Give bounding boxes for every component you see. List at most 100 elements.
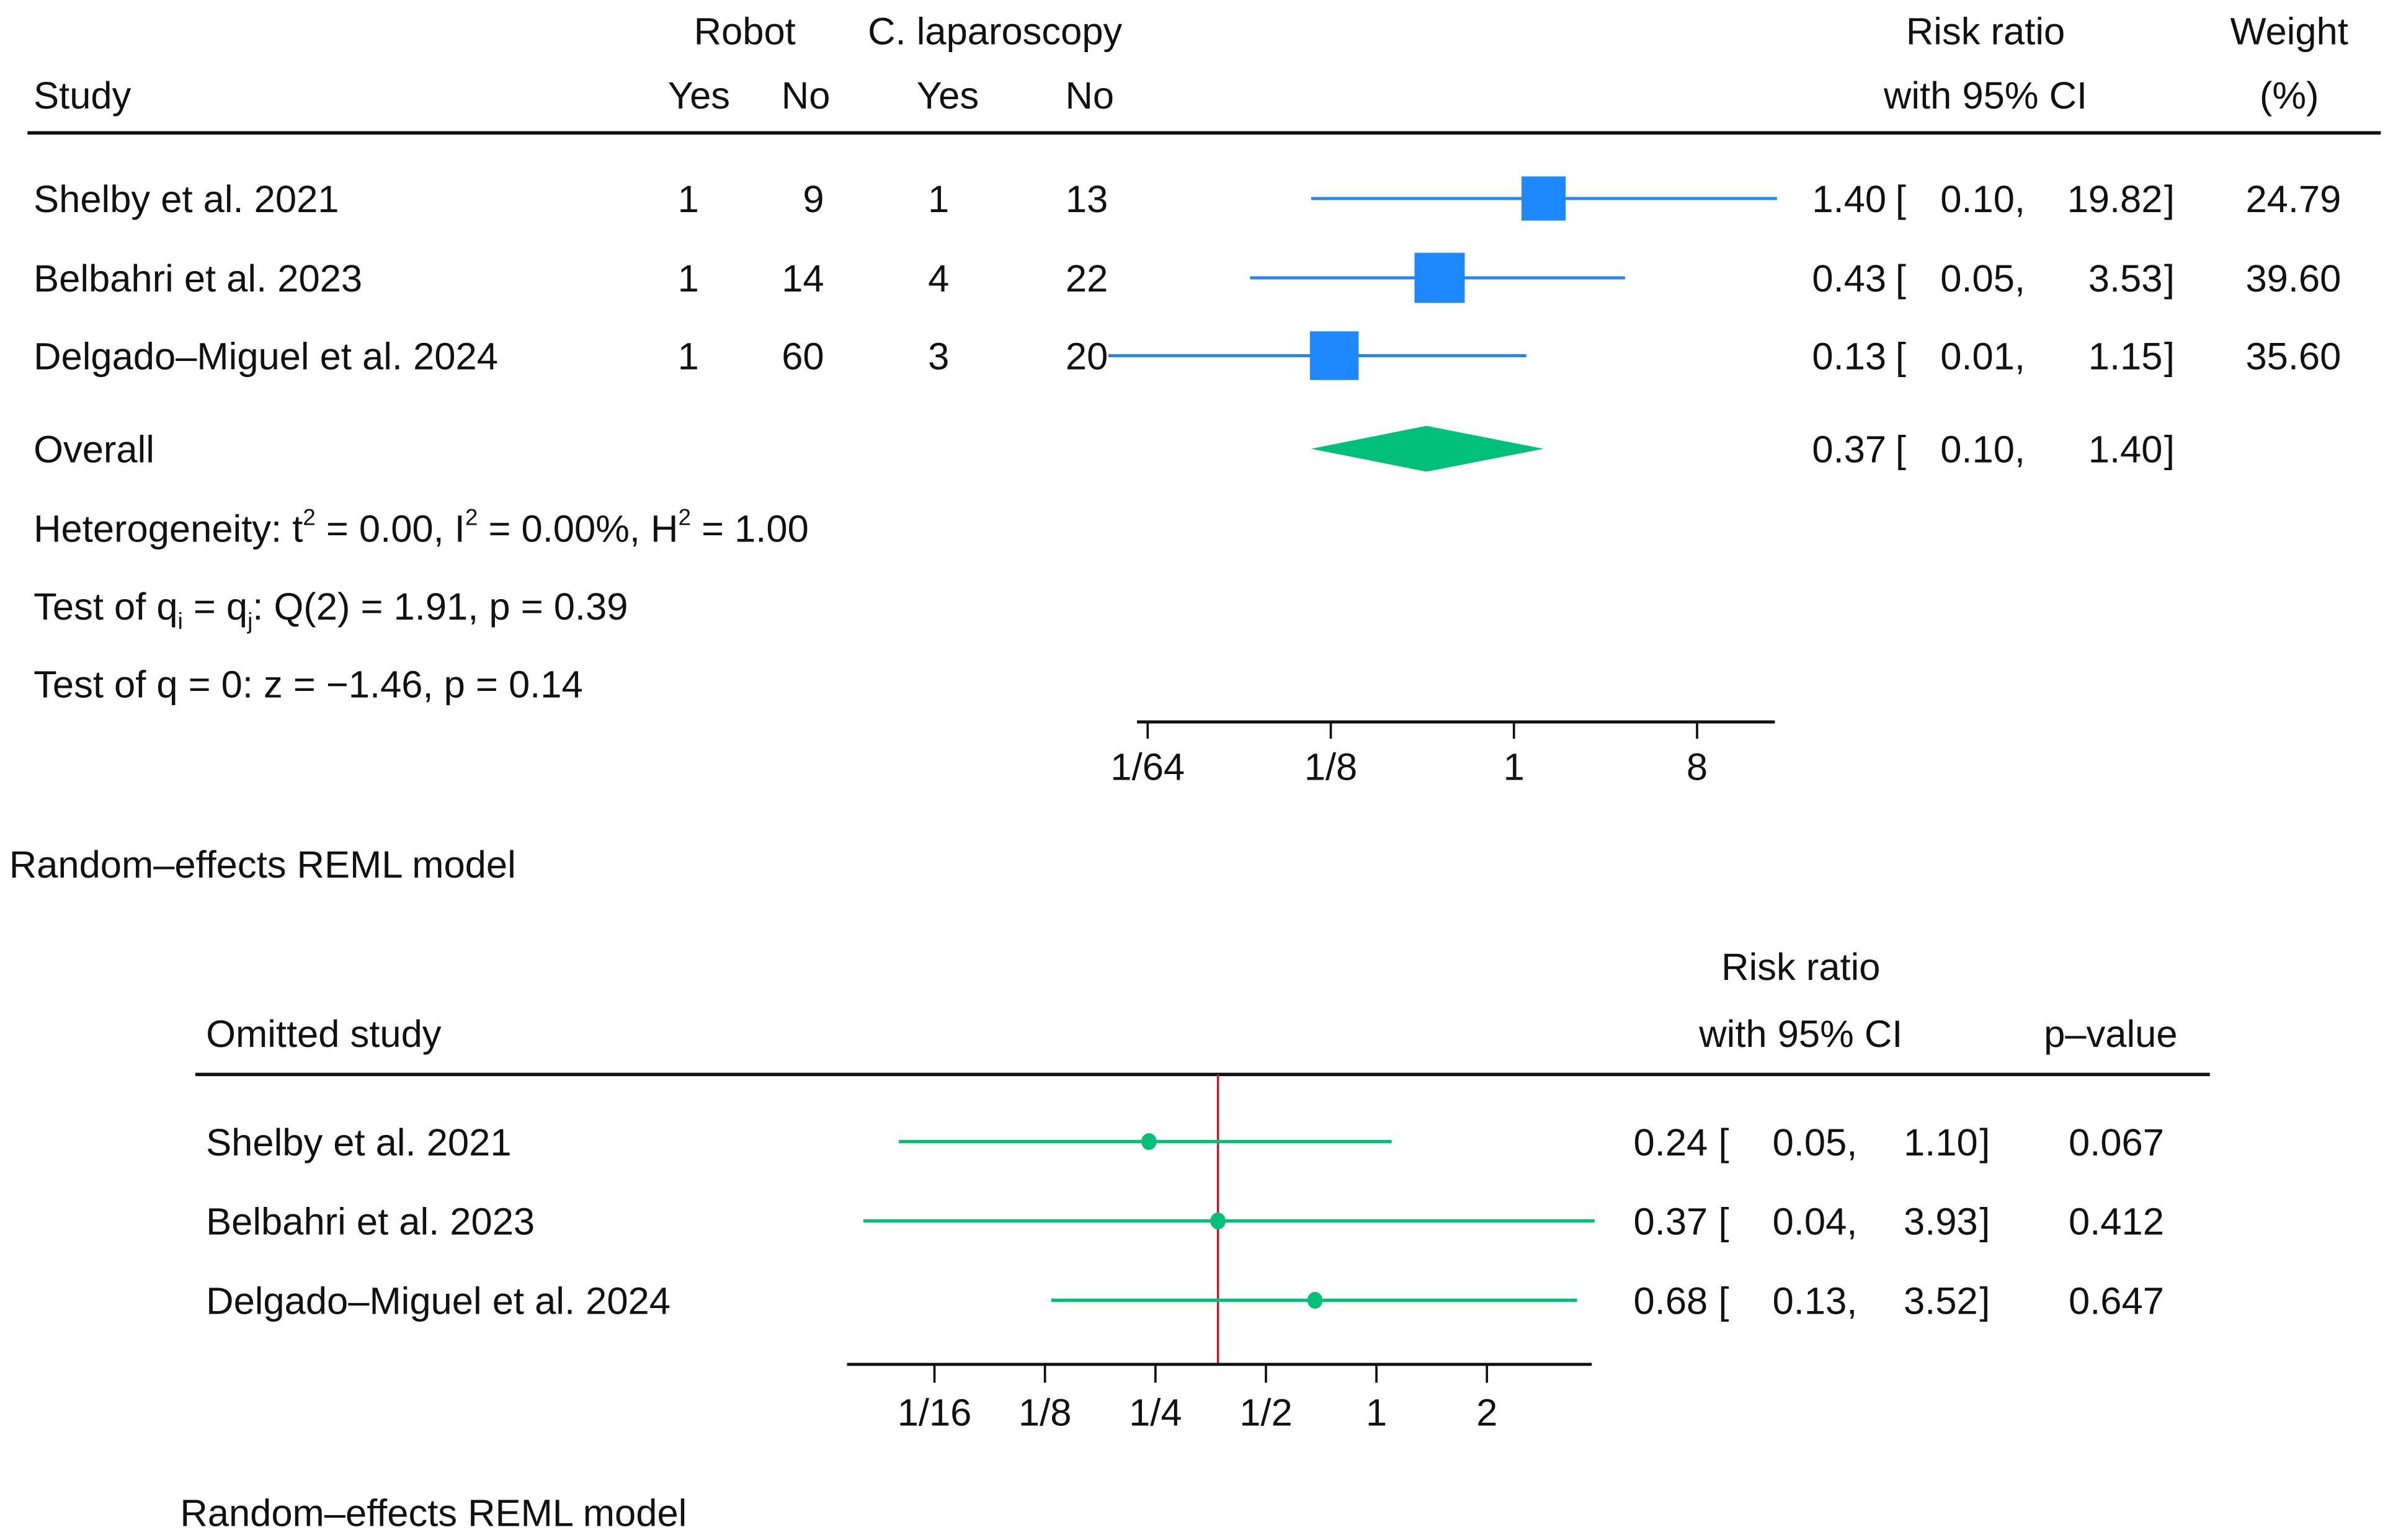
- axis-tick-label: 1/16: [898, 1391, 972, 1434]
- effect-point: [1141, 1133, 1157, 1151]
- risk-ratio-value: 0.37: [1634, 1201, 1708, 1244]
- bracket-close: ]: [2164, 178, 2175, 221]
- forest-header: Robot C. laparoscopy Study Yes No Yes No…: [27, 11, 2381, 135]
- omitted-study-name: Delgado–Miguel et al. 2024: [206, 1280, 671, 1323]
- bracket-open: [: [1718, 1280, 1729, 1323]
- header-robot: Robot: [694, 11, 796, 53]
- ci-upper-value: 19.82: [2067, 178, 2163, 221]
- model-note-top: Random–effects REML model: [9, 843, 516, 886]
- overall-ci-lower: 0.10,: [1940, 429, 2025, 471]
- ci-upper-value: 1.10: [1904, 1121, 1978, 1164]
- axis-tick-label: 1/8: [1018, 1391, 1072, 1434]
- loo-header-pvalue: p–value: [2044, 1013, 2177, 1056]
- clap-no-count: 13: [1066, 178, 1108, 221]
- bracket-close: ]: [2164, 257, 2175, 300]
- bracket-open: [: [1896, 336, 1906, 378]
- study-row: Delgado–Miguel et al. 2024 1 60 3 20 0.13[0.0…: [33, 331, 2341, 380]
- heterogeneity-stats: Heterogeneity: t2 = 0.00, I2 = 0.00%, H2…: [33, 505, 809, 706]
- robot-no-count: 14: [782, 257, 824, 300]
- effect-square: [1309, 331, 1359, 380]
- clap-yes-count: 4: [928, 257, 949, 300]
- risk-ratio-value: 0.43: [1812, 257, 1886, 300]
- overall-ci-upper: 1.40: [2088, 429, 2163, 471]
- p-value: 0.412: [2069, 1201, 2164, 1244]
- overall-label: Overall: [33, 429, 154, 471]
- robot-no-count: 9: [803, 178, 824, 221]
- ci-lower-value: 0.05,: [1940, 257, 2025, 300]
- header-weight: Weight: [2230, 11, 2348, 53]
- axis-tick-label: 1: [1366, 1391, 1387, 1434]
- ci-lower-value: 0.01,: [1940, 336, 2025, 378]
- header-omitted-study: Omitted study: [206, 1013, 442, 1056]
- study-name: Belbahri et al. 2023: [33, 257, 362, 300]
- loo-row: Belbahri et al. 2023 0.37[0.04, 3.93] 0.412: [206, 1201, 2164, 1244]
- loo-header: Omitted study Risk ratio with 95% CI p–v…: [195, 946, 2210, 1077]
- axis-tick-label: 8: [1687, 746, 1708, 788]
- header-clap-yes: Yes: [917, 74, 979, 117]
- robot-yes-count: 1: [678, 178, 699, 221]
- model-note-bottom: Random–effects REML model: [180, 1492, 687, 1535]
- effect-square: [1414, 252, 1465, 303]
- forest-x-axis: 1/64 1/8 1 8: [1110, 720, 1775, 788]
- header-study: Study: [33, 74, 131, 117]
- weight-value: 39.60: [2245, 257, 2341, 300]
- ci-lower-value: 0.13,: [1773, 1280, 1858, 1323]
- robot-yes-count: 1: [678, 257, 699, 300]
- omitted-study-name: Belbahri et al. 2023: [206, 1201, 535, 1244]
- bracket-open: [: [1718, 1201, 1729, 1244]
- effect-point: [1307, 1291, 1323, 1309]
- header-c-laparoscopy: C. laparoscopy: [868, 11, 1122, 53]
- axis-tick-label: 1/2: [1239, 1391, 1293, 1434]
- axis-tick-label: 1: [1504, 746, 1525, 788]
- overall-diamond: [1311, 425, 1544, 472]
- weight-value: 24.79: [2245, 178, 2341, 221]
- loo-header-risk-ratio: Risk ratio: [1721, 946, 1880, 989]
- axis-tick-label: 1/8: [1304, 746, 1358, 788]
- p-value: 0.647: [2069, 1280, 2164, 1323]
- risk-ratio-value: 1.40: [1812, 178, 1886, 221]
- omitted-study-name: Shelby et al. 2021: [206, 1121, 511, 1164]
- header-robot-no: No: [782, 74, 831, 117]
- ci-lower-value: 0.10,: [1940, 178, 2025, 221]
- clap-yes-count: 3: [928, 336, 949, 378]
- bracket-close: ]: [1979, 1201, 1990, 1244]
- risk-ratio-value: 0.24: [1634, 1121, 1708, 1164]
- bracket-close: ]: [2164, 336, 2175, 378]
- forest-rows: Shelby et al. 2021 1 9 1 13 1.40[0.10, 19.82] 2…: [33, 176, 2341, 380]
- loo-rows: Shelby et al. 2021 0.24[0.05, 1.10] 0.067Be…: [206, 1121, 2164, 1323]
- axis-tick-label: 1/4: [1129, 1391, 1182, 1434]
- ci-lower-value: 0.04,: [1773, 1201, 1858, 1244]
- bracket-close: ]: [1979, 1280, 1990, 1323]
- p-value: 0.067: [2069, 1121, 2164, 1164]
- header-ci: with 95% CI: [1883, 74, 2087, 117]
- bracket-open: [: [1718, 1121, 1729, 1164]
- study-row: Shelby et al. 2021 1 9 1 13 1.40[0.10, 19.82] 2…: [33, 176, 2341, 221]
- overall-rr-value: 0.37: [1812, 429, 1886, 471]
- heterogeneity-text: Heterogeneity: t2 = 0.00, I2 = 0.00%, H2…: [33, 505, 809, 551]
- loo-row: Shelby et al. 2021 0.24[0.05, 1.10] 0.067: [206, 1121, 2164, 1164]
- header-clap-no: No: [1065, 74, 1114, 117]
- axis-tick-label: 1/64: [1110, 746, 1185, 788]
- bracket-open: [: [1896, 257, 1906, 300]
- bracket-close: ]: [2164, 429, 2175, 471]
- effect-point: [1210, 1213, 1226, 1230]
- ci-lower-value: 0.05,: [1773, 1121, 1858, 1164]
- study-name: Delgado–Miguel et al. 2024: [33, 336, 498, 378]
- loo-x-axis: 1/16 1/8 1/4 1/2 1 2: [847, 1363, 1592, 1434]
- robot-yes-count: 1: [678, 336, 699, 378]
- loo-row: Delgado–Miguel et al. 2024 0.68[0.13, 3.52…: [206, 1280, 2164, 1323]
- axis-tick-label: 2: [1476, 1391, 1497, 1434]
- header-weight-unit: (%): [2260, 74, 2319, 117]
- clap-yes-count: 1: [928, 178, 949, 221]
- ci-upper-value: 3.52: [1904, 1280, 1978, 1323]
- header-risk-ratio: Risk ratio: [1906, 11, 2065, 53]
- risk-ratio-value: 0.13: [1812, 336, 1886, 378]
- test-homogeneity-text: Test of qi = qj: Q(2) = 1.91, p = 0.39: [33, 585, 628, 634]
- robot-no-count: 60: [782, 336, 824, 378]
- ci-upper-value: 3.93: [1904, 1201, 1978, 1244]
- loo-header-ci: with 95% CI: [1698, 1013, 1902, 1056]
- bracket-open: [: [1896, 429, 1906, 471]
- bracket-close: ]: [1979, 1121, 1990, 1164]
- effect-square: [1521, 176, 1566, 221]
